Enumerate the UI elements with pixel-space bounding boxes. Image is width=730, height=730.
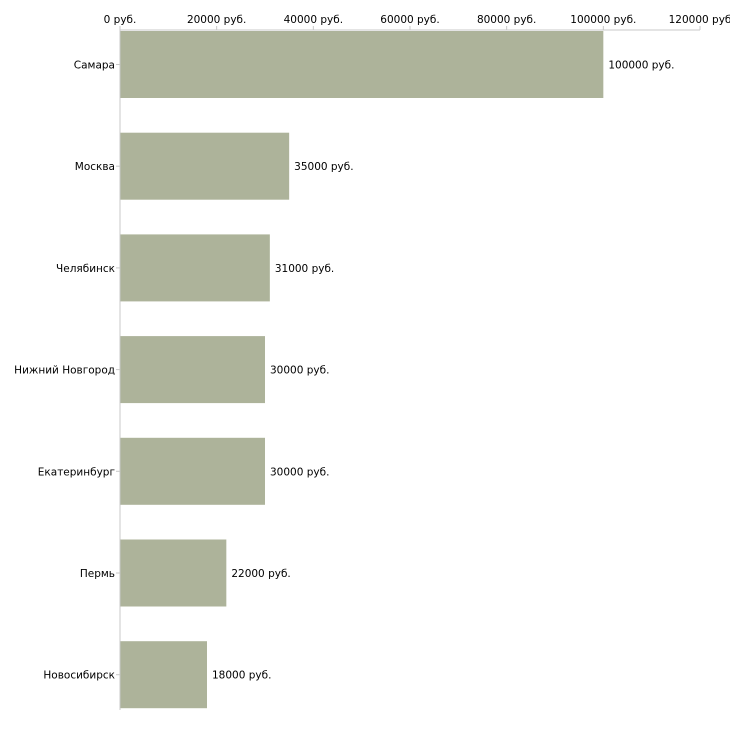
bars: 100000 руб. 35000 руб. 31000 руб. 30000 руб… bbox=[120, 31, 674, 709]
bar-data-label: 18000 руб. bbox=[212, 670, 271, 682]
y-category-label: Нижний Новгород bbox=[14, 365, 115, 377]
y-category-label: Самара bbox=[74, 60, 115, 72]
x-tick-label: 100000 руб. bbox=[570, 14, 636, 26]
bar bbox=[120, 336, 265, 404]
x-tick-label: 0 руб. bbox=[104, 14, 137, 26]
y-category-label: Екатеринбург bbox=[38, 466, 115, 478]
bar bbox=[120, 31, 604, 98]
x-tick-label: 40000 руб. bbox=[284, 14, 343, 26]
y-category-label: Новосибирск bbox=[43, 670, 115, 682]
y-category-label: Челябинск bbox=[56, 263, 115, 275]
bar bbox=[120, 234, 270, 302]
x-tick-label: 60000 руб. bbox=[380, 14, 439, 26]
y-axis: Самара Москва Челябинск Нижний Новгород Екат… bbox=[14, 30, 121, 710]
x-axis: 0 руб. 20000 руб. 40000 руб. 60000 руб. 8000… bbox=[104, 14, 730, 31]
bar bbox=[120, 641, 207, 709]
bar-data-label: 30000 руб. bbox=[270, 365, 329, 377]
y-category-label: Пермь bbox=[80, 568, 115, 580]
y-category-label: Москва bbox=[75, 161, 115, 173]
bar-data-label: 35000 руб. bbox=[294, 161, 353, 173]
bar-data-label: 30000 руб. bbox=[270, 466, 329, 478]
bar bbox=[120, 437, 265, 505]
x-tick-label: 20000 руб. bbox=[187, 14, 246, 26]
bar bbox=[120, 539, 227, 607]
x-tick-label: 120000 руб bbox=[669, 14, 730, 26]
bar-data-label: 22000 руб. bbox=[231, 568, 290, 580]
bar-data-label: 100000 руб. bbox=[608, 60, 674, 72]
bar bbox=[120, 132, 290, 200]
x-tick-label: 80000 руб. bbox=[477, 14, 536, 26]
bar-data-label: 31000 руб. bbox=[275, 263, 334, 275]
